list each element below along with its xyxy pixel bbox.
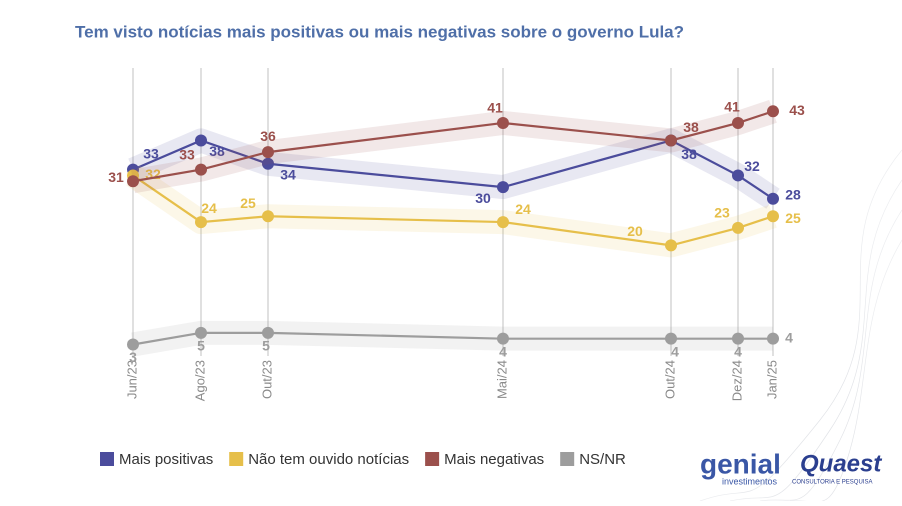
data-label: 5 xyxy=(197,338,205,354)
data-label: 25 xyxy=(785,210,801,226)
point xyxy=(195,216,207,229)
legend-swatch xyxy=(425,452,440,466)
x-tick-label: Out/24 xyxy=(662,360,677,399)
legend-label: Mais positivas xyxy=(119,451,213,468)
legend-label: NS/NR xyxy=(579,451,626,468)
data-label: 33 xyxy=(143,145,159,161)
data-label: 24 xyxy=(515,201,531,217)
point xyxy=(767,332,779,345)
grid: Jun/23 Ago/23 Out/23 Mai/24 Out/24 Dez/24 Jan/… xyxy=(124,68,779,401)
logo-genial-sub: investimentos xyxy=(722,476,778,486)
point xyxy=(195,134,207,147)
point xyxy=(497,216,509,229)
data-label: 24 xyxy=(201,200,217,216)
x-tick-label: Mai/24 xyxy=(494,360,509,399)
point xyxy=(732,221,744,234)
point xyxy=(262,210,274,223)
logo-quaest-sub: CONSULTORIA E PESQUISA xyxy=(792,480,872,486)
x-tick-label: Out/23 xyxy=(259,360,274,399)
data-label: 43 xyxy=(789,102,805,118)
point xyxy=(262,146,274,159)
point xyxy=(497,116,509,129)
chart-title: Tem visto notícias mais positivas ou mai… xyxy=(75,22,684,41)
x-tick-label: Dez/24 xyxy=(729,360,744,401)
point xyxy=(195,326,207,339)
data-label: 38 xyxy=(681,146,697,162)
point xyxy=(262,326,274,339)
point xyxy=(665,239,677,252)
data-label: 41 xyxy=(724,99,740,115)
data-label: 4 xyxy=(671,343,679,359)
point xyxy=(262,157,274,170)
point xyxy=(127,338,139,351)
data-label: 5 xyxy=(262,338,270,354)
data-label: 41 xyxy=(487,100,503,116)
x-tick-label: Ago/23 xyxy=(192,360,207,401)
point xyxy=(665,332,677,345)
data-label: 33 xyxy=(179,146,195,162)
data-label: 32 xyxy=(744,158,760,174)
legend-swatch xyxy=(229,452,244,466)
point xyxy=(127,175,139,188)
data-label: 38 xyxy=(683,119,699,135)
data-label: 4 xyxy=(499,343,507,359)
point xyxy=(497,332,509,345)
point xyxy=(767,105,779,118)
x-tick-label: Jan/25 xyxy=(764,360,779,399)
data-label: 31 xyxy=(108,169,124,185)
data-label: 28 xyxy=(785,186,801,202)
legend-label: Não tem ouvido notícias xyxy=(248,451,409,468)
data-label: 3 xyxy=(129,349,137,365)
x-tick-label: Jun/23 xyxy=(124,360,139,399)
legend-swatch xyxy=(560,452,575,466)
logo-genial: genial xyxy=(700,448,781,479)
point xyxy=(497,181,509,194)
point xyxy=(195,163,207,176)
legend: Mais positivas Não tem ouvido notícias Mai… xyxy=(100,451,626,468)
point xyxy=(732,332,744,345)
legend-swatch xyxy=(100,452,114,466)
data-label: 38 xyxy=(209,143,225,159)
logo-quaest: Quaest xyxy=(800,450,882,477)
data-label: 36 xyxy=(260,128,276,144)
data-label: 34 xyxy=(280,166,296,182)
data-label: 25 xyxy=(240,195,256,211)
legend-label: Mais negativas xyxy=(444,451,544,468)
point xyxy=(732,169,744,182)
data-label: 30 xyxy=(475,190,491,206)
point xyxy=(732,116,744,129)
point xyxy=(665,134,677,147)
data-label: 20 xyxy=(627,223,643,239)
data-label: 23 xyxy=(714,205,730,221)
point xyxy=(767,192,779,205)
data-label: 4 xyxy=(734,343,742,359)
data-label: 4 xyxy=(785,329,793,345)
point xyxy=(767,210,779,223)
logos: genial investimentos Quaest CONSULTORIA … xyxy=(700,448,882,486)
